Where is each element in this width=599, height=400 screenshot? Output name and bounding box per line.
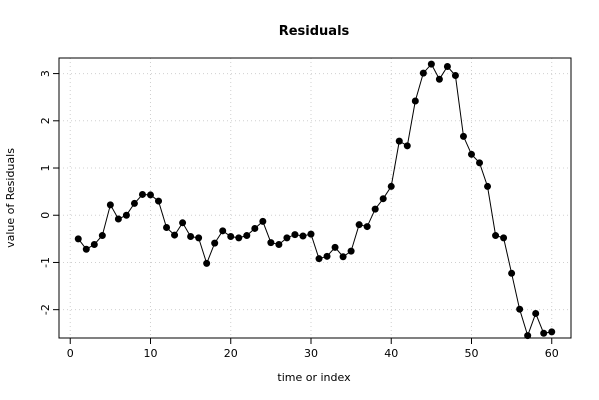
y-axis: -2 -1 0 1 2 3 [39,70,59,315]
data-point [227,232,235,240]
data-point [219,227,227,235]
data-point [508,269,516,277]
data-point [267,239,275,247]
data-point [98,232,106,240]
data-point [283,234,291,242]
data-point [187,232,195,240]
data-point [155,197,163,205]
data-point [500,234,508,242]
plot-frame [58,57,572,339]
data-point [371,205,379,213]
data-point [516,305,524,313]
y-tick-label: 0 [39,212,52,219]
data-point [435,75,443,83]
data-point [427,60,435,68]
data-point [451,71,459,79]
data-point [315,255,323,263]
data-point [307,230,315,238]
data-point [203,259,211,267]
x-tick-label: 60 [545,347,559,360]
y-tick-label: -1 [39,257,52,268]
data-point [419,69,427,77]
data-point [259,217,267,225]
x-tick-label: 0 [67,347,74,360]
data-point [548,328,556,336]
data-point [459,132,467,140]
chart-title: Residuals [279,24,350,39]
series-residuals [74,60,556,340]
series-line [77,63,552,338]
data-point [363,223,371,231]
data-point [163,224,171,232]
data-point [540,329,548,337]
data-point [74,235,82,243]
data-point [122,211,130,219]
data-point [195,234,203,242]
data-point [251,224,259,232]
x-axis: 0 10 20 30 40 50 60 [67,337,559,360]
data-point [130,199,138,207]
data-point [524,332,532,340]
data-point [492,232,500,240]
data-point [532,309,540,317]
x-tick-label: 20 [224,347,238,360]
data-point [467,150,475,158]
data-point [90,241,98,249]
data-point [106,201,114,209]
x-tick-label: 40 [384,347,398,360]
data-point [355,221,363,229]
data-point [323,252,331,260]
data-point [395,137,403,145]
data-point [275,241,283,249]
y-tick-label: -2 [39,304,52,315]
data-point [411,97,419,105]
y-tick-label: 1 [39,165,52,172]
data-point [443,62,451,70]
data-point [291,231,299,239]
x-axis-label: time or index [277,371,351,384]
grid-layer [59,58,571,338]
data-point [299,232,307,240]
data-point [484,182,492,190]
data-point [82,245,90,253]
data-point [387,182,395,190]
data-point [211,239,219,247]
data-point [331,243,339,251]
x-tick-label: 50 [464,347,478,360]
data-point [171,231,179,239]
y-tick-label: 3 [39,70,52,77]
data-point [243,232,251,240]
data-point [235,234,243,242]
data-point [179,219,187,227]
data-point [403,142,411,150]
x-tick-label: 10 [143,347,157,360]
data-point [476,159,484,167]
y-axis-label: value of Residuals [4,148,17,248]
x-tick-label: 30 [304,347,318,360]
data-point [347,247,355,255]
data-point [379,195,387,203]
y-tick-label: 2 [39,117,52,124]
data-point [138,190,146,198]
data-point [114,215,122,223]
data-point [339,253,347,261]
data-point [146,191,154,199]
